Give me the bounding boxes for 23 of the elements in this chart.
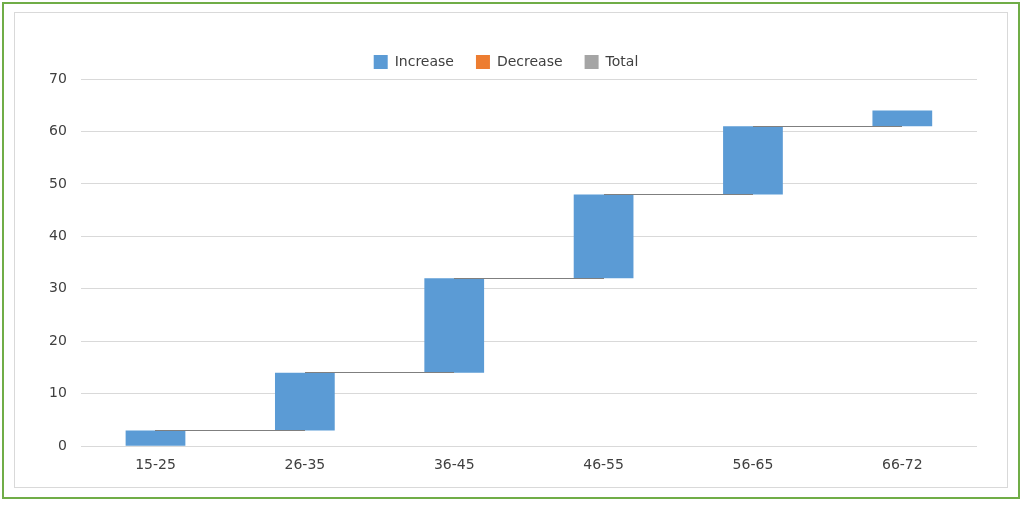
x-tick-label: 15-25 xyxy=(135,456,176,473)
y-tick-label: 10 xyxy=(48,384,67,401)
legend-label: Increase xyxy=(394,52,454,69)
legend-label: Total xyxy=(604,52,639,69)
y-tick-label: 50 xyxy=(48,174,67,191)
bar xyxy=(424,278,485,373)
x-tick-label: 66-72 xyxy=(881,456,923,473)
x-tick-label: 56-65 xyxy=(732,456,774,473)
bar xyxy=(125,430,186,446)
legend-label: Decrease xyxy=(496,52,563,69)
x-tick-label: 36-45 xyxy=(433,456,475,473)
y-tick-label: 0 xyxy=(57,436,67,453)
x-tick-label: 26-35 xyxy=(284,456,326,473)
y-tick-label: 30 xyxy=(48,279,67,296)
bar xyxy=(872,110,933,127)
y-tick-label: 40 xyxy=(48,227,67,244)
y-tick-label: 20 xyxy=(48,331,67,348)
y-tick-label: 70 xyxy=(48,69,67,86)
bar xyxy=(723,126,783,195)
bar xyxy=(274,372,335,431)
x-tick-label: 46-55 xyxy=(583,456,624,473)
bar xyxy=(573,194,634,279)
y-tick-label: 60 xyxy=(48,122,67,139)
